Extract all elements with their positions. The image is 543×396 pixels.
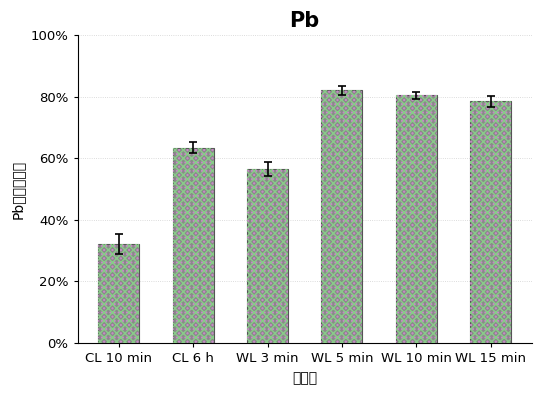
X-axis label: 处理组: 处理组 <box>292 371 317 385</box>
Bar <box>247 169 288 343</box>
Bar <box>247 169 288 343</box>
Bar <box>173 148 213 343</box>
Bar <box>470 101 512 343</box>
Bar <box>396 95 437 343</box>
Bar <box>247 169 288 343</box>
Bar <box>321 90 362 343</box>
Bar <box>321 90 362 343</box>
Bar <box>98 244 139 343</box>
Bar <box>173 148 213 343</box>
Bar <box>98 244 139 343</box>
Y-axis label: Pb淋洗去除率: Pb淋洗去除率 <box>11 160 25 219</box>
Bar <box>321 90 362 343</box>
Bar <box>396 95 437 343</box>
Bar <box>470 101 512 343</box>
Bar <box>98 244 139 343</box>
Bar <box>396 95 437 343</box>
Title: Pb: Pb <box>289 11 320 31</box>
Bar <box>173 148 213 343</box>
Bar <box>470 101 512 343</box>
